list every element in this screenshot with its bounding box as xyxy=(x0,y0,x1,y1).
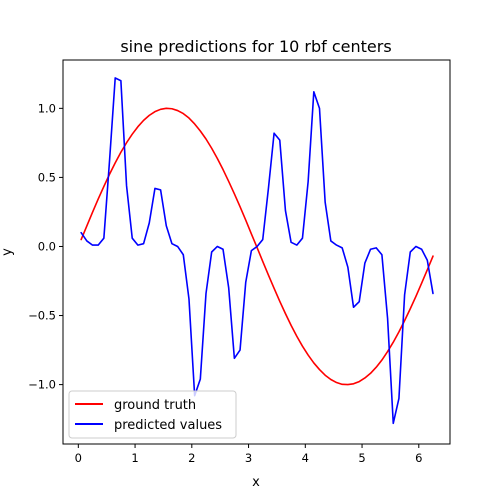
legend-label-predicted-values: predicted values xyxy=(114,418,222,433)
series-line-ground-truth xyxy=(80,107,434,386)
x-tick-label: 3 xyxy=(245,451,252,465)
plot-area xyxy=(80,77,434,425)
x-tick-label: 5 xyxy=(358,451,365,465)
x-tick-label: 1 xyxy=(131,451,138,465)
plot-frame xyxy=(62,59,451,445)
y-tick-label: 1.0 xyxy=(38,101,56,115)
y-tick-label: 0.5 xyxy=(38,170,56,184)
x-tick-label: 4 xyxy=(302,451,309,465)
x-axis: 0 1 2 3 4 5 6 xyxy=(75,444,422,465)
y-axis: −1.0 −0.5 0.0 0.5 1.0 xyxy=(28,101,63,392)
chart-title: sine predictions for 10 rbf centers xyxy=(120,37,391,56)
legend-box xyxy=(68,390,237,439)
legend: ground truth predicted values xyxy=(68,390,237,439)
y-axis-label: y xyxy=(0,248,15,256)
legend-label-ground-truth: ground truth xyxy=(114,398,196,413)
x-tick-label: 0 xyxy=(75,451,82,465)
y-tick-label: −1.0 xyxy=(28,378,56,392)
x-tick-label: 2 xyxy=(188,451,195,465)
series-line-predicted-values xyxy=(80,77,434,425)
y-tick-label: −0.5 xyxy=(28,309,56,323)
x-tick-label: 6 xyxy=(415,451,422,465)
y-tick-label: 0.0 xyxy=(38,239,56,253)
x-axis-label: x xyxy=(252,475,260,490)
